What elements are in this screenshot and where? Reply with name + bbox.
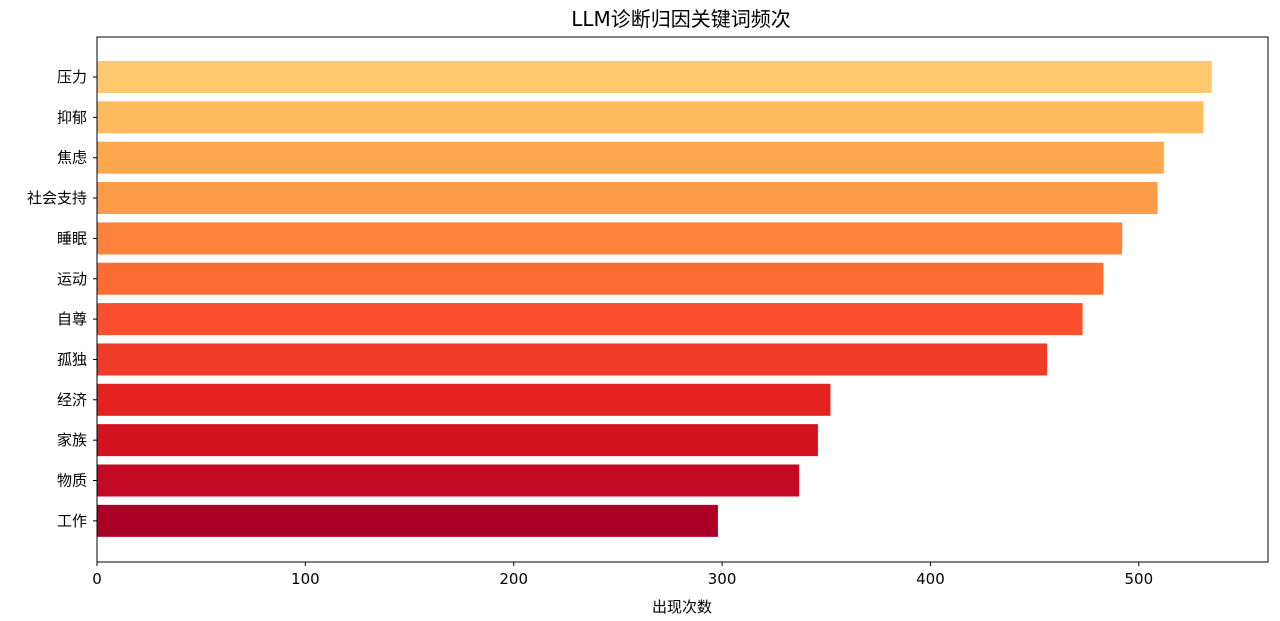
y-tick-label-5: 运动 — [57, 270, 87, 288]
x-tick-label-0: 0 — [92, 570, 102, 588]
x-tick-layer: 0 100 200 300 400 500 — [92, 562, 1153, 588]
bar-8 — [97, 383, 831, 416]
bar-3 — [97, 182, 1158, 215]
x-tick-label-5: 500 — [1124, 570, 1153, 588]
x-axis-label: 出现次数 — [652, 598, 712, 616]
bar-2 — [97, 141, 1164, 174]
y-tick-label-9: 家族 — [57, 431, 87, 449]
y-tick-label-8: 经济 — [57, 391, 87, 409]
bar-0 — [97, 61, 1212, 93]
x-tick-label-1: 100 — [291, 570, 320, 588]
y-tick-label-7: 孤独 — [57, 350, 87, 368]
y-tick-label-2: 焦虑 — [57, 149, 87, 167]
bar-4 — [97, 222, 1123, 255]
x-tick-label-4: 400 — [916, 570, 945, 588]
x-tick-label-3: 300 — [708, 570, 737, 588]
y-tick-label-10: 物质 — [57, 472, 87, 490]
plot-frame — [96, 36, 1269, 563]
bar-10 — [97, 464, 800, 497]
y-tick-label-3: 社会支持 — [27, 189, 87, 207]
y-tick-label-0: 压力 — [57, 68, 87, 86]
y-tick-label-11: 工作 — [57, 512, 87, 530]
y-tick-label-4: 睡眠 — [57, 229, 87, 247]
chart-title: LLM诊断归因关键词频次 — [571, 7, 791, 31]
y-tick-label-1: 抑郁 — [57, 108, 87, 126]
bar-6 — [97, 303, 1083, 336]
bar-9 — [97, 424, 818, 457]
bars-layer — [97, 61, 1212, 537]
x-tick-label-2: 200 — [499, 570, 528, 588]
bar-7 — [97, 343, 1048, 376]
bar-5 — [97, 262, 1104, 295]
bar-1 — [97, 101, 1204, 134]
bar-11 — [97, 504, 718, 537]
y-tick-label-6: 自尊 — [57, 310, 87, 328]
